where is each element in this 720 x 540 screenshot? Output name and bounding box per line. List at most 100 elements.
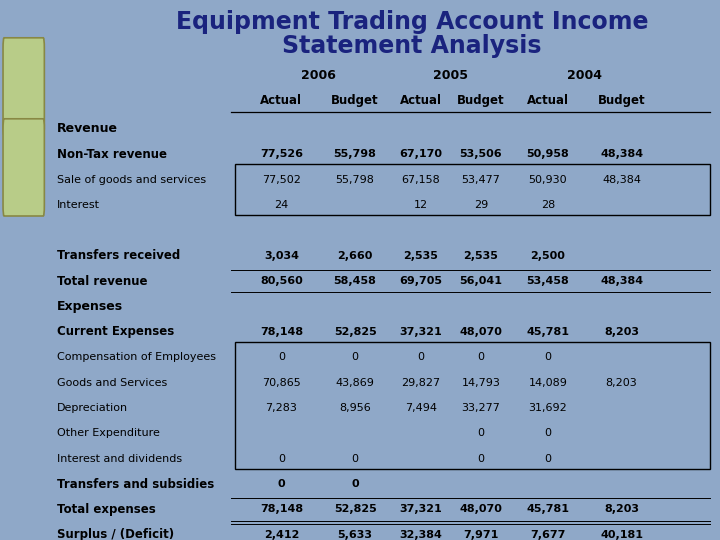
Text: 31,692: 31,692 <box>528 403 567 413</box>
Text: 37,321: 37,321 <box>400 327 442 337</box>
Text: 0: 0 <box>351 479 359 489</box>
Text: 7,283: 7,283 <box>266 403 297 413</box>
Text: Non-Tax revenue: Non-Tax revenue <box>57 147 167 161</box>
Text: 2,660: 2,660 <box>338 251 373 261</box>
Text: 2,500: 2,500 <box>531 251 565 261</box>
Text: 45,781: 45,781 <box>526 327 570 337</box>
Text: 48,384: 48,384 <box>600 149 643 159</box>
Text: 77,502: 77,502 <box>262 174 301 185</box>
Text: 48,384: 48,384 <box>602 174 641 185</box>
Text: 50,930: 50,930 <box>528 174 567 185</box>
Text: 0: 0 <box>278 454 285 464</box>
Text: 77,526: 77,526 <box>260 149 303 159</box>
Text: 45,781: 45,781 <box>526 504 570 515</box>
Text: 69,705: 69,705 <box>399 276 442 286</box>
Text: Total expenses: Total expenses <box>57 503 156 516</box>
Text: Actual: Actual <box>400 94 441 107</box>
Text: Total revenue: Total revenue <box>57 274 148 288</box>
Text: 24: 24 <box>274 200 289 210</box>
Text: 53,458: 53,458 <box>526 276 570 286</box>
Text: 5,633: 5,633 <box>338 530 372 540</box>
Text: Equipment Trading Account Income: Equipment Trading Account Income <box>176 10 648 33</box>
Text: 3,034: 3,034 <box>264 251 299 261</box>
Text: 32,384: 32,384 <box>400 530 442 540</box>
Text: 78,148: 78,148 <box>260 327 303 337</box>
Text: 29: 29 <box>474 200 488 210</box>
Text: 48,070: 48,070 <box>459 504 503 515</box>
FancyBboxPatch shape <box>3 38 45 135</box>
Text: 67,158: 67,158 <box>401 174 440 185</box>
Text: 48,070: 48,070 <box>459 327 503 337</box>
Text: 2,535: 2,535 <box>403 251 438 261</box>
Text: 2006: 2006 <box>301 69 336 82</box>
Text: 8,203: 8,203 <box>604 504 639 515</box>
Text: 0: 0 <box>477 454 485 464</box>
Text: 0: 0 <box>544 352 552 362</box>
Text: 7,971: 7,971 <box>463 530 499 540</box>
Text: Current Expenses: Current Expenses <box>57 325 174 339</box>
Text: Goods and Services: Goods and Services <box>57 377 167 388</box>
Text: 48,384: 48,384 <box>600 276 643 286</box>
Text: Surplus / (Deficit): Surplus / (Deficit) <box>57 528 174 540</box>
Text: 7,494: 7,494 <box>405 403 437 413</box>
Text: 2,535: 2,535 <box>464 251 498 261</box>
Text: 0: 0 <box>351 454 359 464</box>
Text: Statement Analysis: Statement Analysis <box>282 34 541 58</box>
Text: 29,827: 29,827 <box>401 377 440 388</box>
Text: 40,181: 40,181 <box>600 530 643 540</box>
FancyBboxPatch shape <box>3 119 45 216</box>
Text: Interest and dividends: Interest and dividends <box>57 454 182 464</box>
Text: 8,203: 8,203 <box>606 377 637 388</box>
Text: 2004: 2004 <box>567 69 602 82</box>
Text: 53,506: 53,506 <box>459 149 503 159</box>
Text: 14,089: 14,089 <box>528 377 567 388</box>
Text: 55,798: 55,798 <box>336 174 374 185</box>
Text: 28: 28 <box>541 200 555 210</box>
Text: 0: 0 <box>544 428 552 438</box>
Text: Other Expenditure: Other Expenditure <box>57 428 160 438</box>
Text: Revenue: Revenue <box>57 122 118 136</box>
Text: 0: 0 <box>351 352 359 362</box>
Text: Interest: Interest <box>57 200 100 210</box>
Text: 14,793: 14,793 <box>462 377 500 388</box>
Text: Expenses: Expenses <box>57 300 123 313</box>
Text: 8,203: 8,203 <box>604 327 639 337</box>
Text: Budget: Budget <box>331 94 379 107</box>
Bar <box>235 164 710 215</box>
Text: 8,956: 8,956 <box>339 403 371 413</box>
Text: 55,798: 55,798 <box>333 149 377 159</box>
Text: 43,869: 43,869 <box>336 377 374 388</box>
Text: Transfers and subsidies: Transfers and subsidies <box>57 477 215 491</box>
Text: 0: 0 <box>278 479 285 489</box>
Text: 0: 0 <box>278 352 285 362</box>
Text: 52,825: 52,825 <box>333 504 377 515</box>
Text: 37,321: 37,321 <box>400 504 442 515</box>
Text: 58,458: 58,458 <box>333 276 377 286</box>
Text: 78,148: 78,148 <box>260 504 303 515</box>
Text: 0: 0 <box>544 454 552 464</box>
Text: 67,170: 67,170 <box>399 149 442 159</box>
Text: 53,477: 53,477 <box>462 174 500 185</box>
Text: 50,958: 50,958 <box>526 149 570 159</box>
Text: 56,041: 56,041 <box>459 276 503 286</box>
Text: 0: 0 <box>477 352 485 362</box>
Text: 33,277: 33,277 <box>462 403 500 413</box>
Text: Depreciation: Depreciation <box>57 403 128 413</box>
Text: 2,412: 2,412 <box>264 530 299 540</box>
Text: 80,560: 80,560 <box>260 276 303 286</box>
Text: Actual: Actual <box>527 94 569 107</box>
Bar <box>235 342 710 469</box>
Text: 12: 12 <box>413 200 428 210</box>
Text: 70,865: 70,865 <box>262 377 301 388</box>
Text: 52,825: 52,825 <box>333 327 377 337</box>
Text: Actual: Actual <box>261 94 302 107</box>
Text: Sale of goods and services: Sale of goods and services <box>57 174 206 185</box>
Text: 2005: 2005 <box>433 69 468 82</box>
Text: Budget: Budget <box>457 94 505 107</box>
Text: Compensation of Employees: Compensation of Employees <box>57 352 216 362</box>
Text: 7,677: 7,677 <box>530 530 566 540</box>
Text: 0: 0 <box>477 428 485 438</box>
Text: Budget: Budget <box>598 94 645 107</box>
Text: Transfers received: Transfers received <box>57 249 180 262</box>
Text: 0: 0 <box>417 352 424 362</box>
